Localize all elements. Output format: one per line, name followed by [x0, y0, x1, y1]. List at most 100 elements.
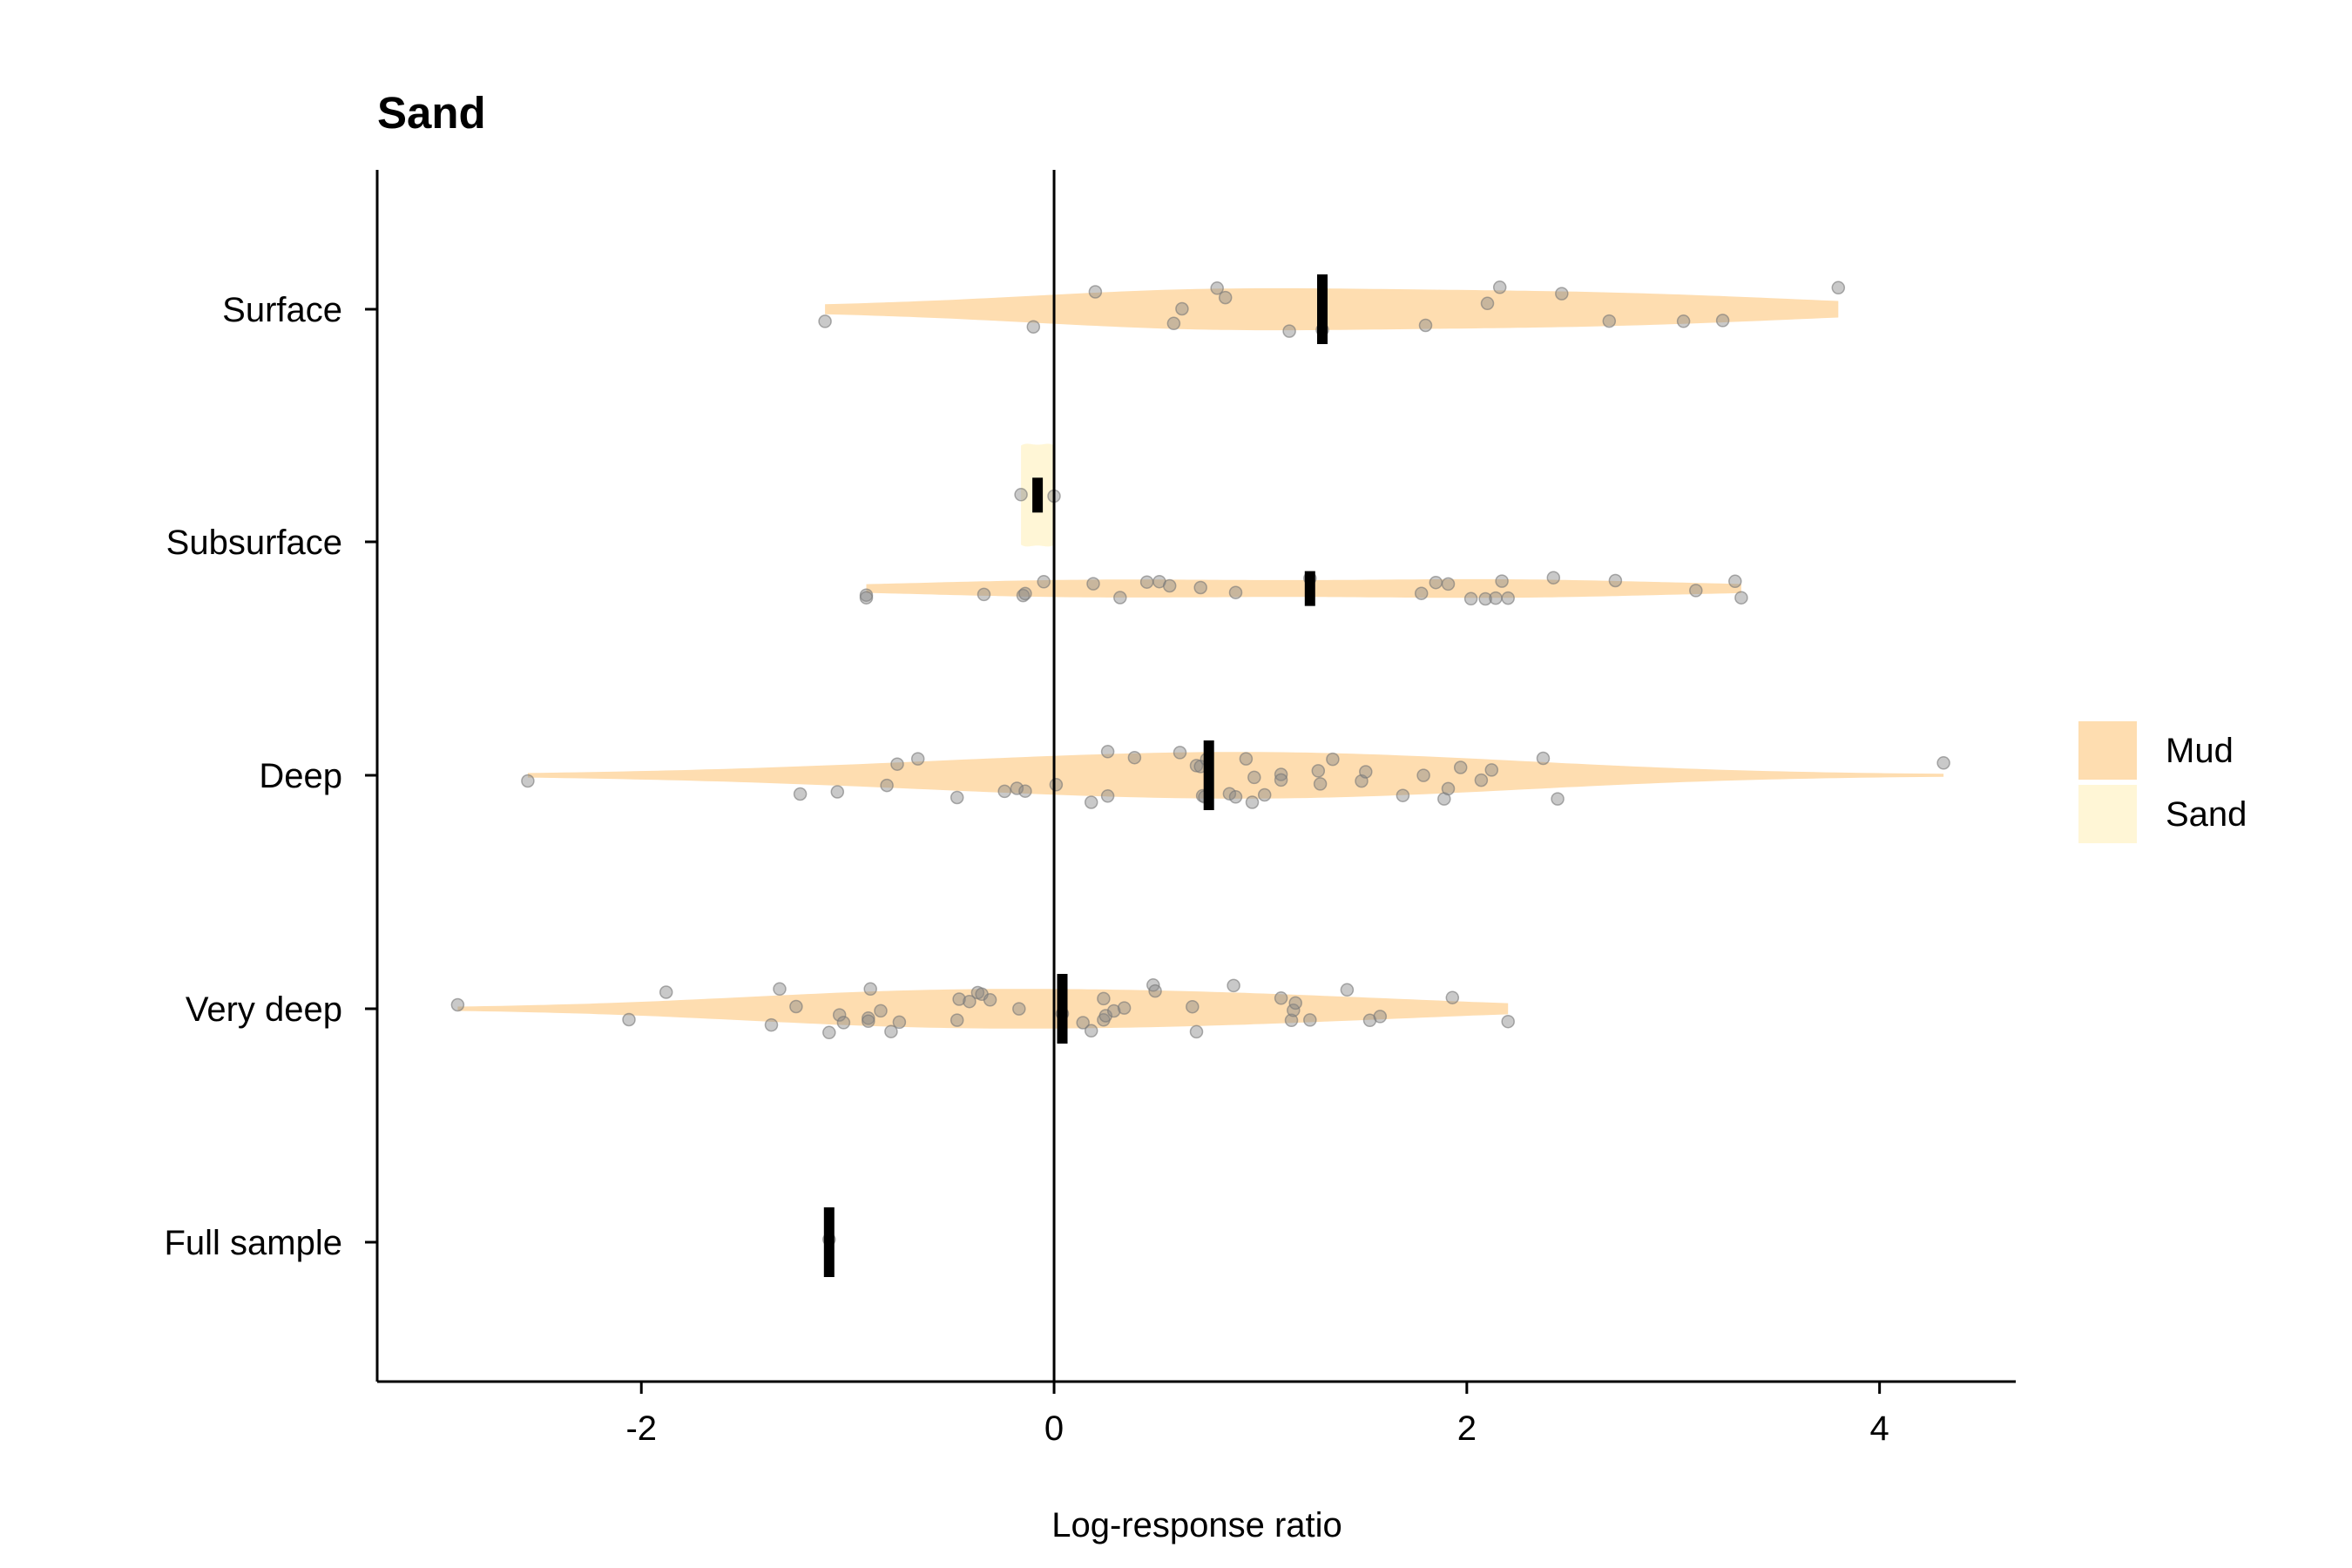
data-point — [952, 992, 966, 1006]
x-axis-label: Log-response ratio — [1051, 1506, 1342, 1544]
violin-deep-mud — [527, 752, 1944, 799]
data-point — [1441, 577, 1456, 591]
data-point — [1340, 983, 1355, 997]
data-point — [1106, 1004, 1121, 1018]
data-point — [880, 778, 894, 793]
data-point — [1222, 787, 1237, 801]
data-point — [1441, 781, 1456, 796]
data-point — [950, 790, 964, 805]
data-point — [1189, 1024, 1204, 1039]
data-point — [622, 1012, 636, 1027]
legend-swatch-sand — [2078, 785, 2137, 843]
x-tick-label: 0 — [1044, 1409, 1064, 1448]
data-point — [890, 757, 904, 771]
data-point — [1162, 578, 1177, 593]
data-point — [1536, 751, 1551, 766]
data-point — [1501, 591, 1515, 605]
data-point — [1239, 752, 1254, 766]
data-point — [1186, 999, 1200, 1014]
data-point — [1463, 591, 1478, 606]
data-point — [1274, 773, 1288, 787]
data-point — [832, 1008, 847, 1022]
data-point — [910, 752, 925, 766]
data-point — [1227, 978, 1240, 993]
data-point — [1173, 746, 1187, 760]
data-point — [830, 785, 845, 799]
data-point — [1088, 285, 1103, 299]
violin-subsurface-mud — [866, 578, 1741, 598]
data-point — [997, 784, 1011, 799]
data-point — [1010, 781, 1024, 795]
data-point — [1555, 287, 1569, 301]
data-point — [1734, 591, 1748, 605]
data-point — [789, 999, 803, 1014]
data-point — [822, 1025, 836, 1040]
data-point — [859, 591, 874, 605]
data-point — [1495, 574, 1509, 588]
violin-layer — [457, 287, 1944, 1029]
data-point — [1012, 1002, 1026, 1016]
data-point — [450, 997, 465, 1012]
data-point — [1098, 1009, 1113, 1023]
data-point — [1127, 750, 1142, 765]
data-point — [862, 1011, 875, 1025]
data-point — [1037, 575, 1051, 589]
data-point — [963, 994, 977, 1009]
data-point — [1359, 765, 1373, 779]
data-point — [1210, 281, 1224, 295]
legend-label-sand: Sand — [2166, 795, 2247, 834]
y-tick-label: Full sample — [164, 1224, 342, 1262]
data-point — [862, 1014, 875, 1029]
data-point — [1414, 586, 1429, 600]
y-tick-label: Deep — [259, 757, 342, 795]
data-point — [1228, 790, 1243, 804]
data-point — [1715, 314, 1730, 328]
data-point — [1097, 991, 1111, 1006]
data-point — [1274, 991, 1288, 1005]
data-point — [1546, 571, 1561, 585]
data-point — [1086, 577, 1100, 591]
data-point — [977, 587, 991, 602]
data-point — [793, 787, 808, 801]
data-point — [1288, 996, 1302, 1010]
data-point — [1139, 575, 1154, 589]
data-point — [659, 985, 673, 999]
data-point — [1218, 290, 1233, 305]
data-point — [1084, 795, 1098, 809]
data-point — [1148, 983, 1162, 998]
data-point — [1313, 777, 1328, 791]
data-point — [1453, 760, 1468, 774]
data-point — [1193, 580, 1207, 595]
data-point — [1492, 280, 1507, 294]
data-point — [1282, 324, 1296, 338]
data-point — [1489, 591, 1503, 605]
data-point — [1831, 280, 1846, 295]
data-point — [1373, 1010, 1388, 1024]
data-point — [1416, 768, 1430, 782]
data-point — [1303, 1013, 1317, 1027]
data-point — [983, 993, 997, 1007]
violin-very-deep-mud — [457, 989, 1509, 1029]
data-point — [1480, 296, 1495, 311]
data-point — [1551, 792, 1565, 806]
x-tick-label: 4 — [1870, 1409, 1889, 1448]
data-point — [764, 1017, 779, 1032]
data-point — [1018, 586, 1032, 601]
data-point — [1608, 573, 1623, 588]
data-point — [1445, 990, 1460, 1004]
chart-title: Sand — [377, 88, 486, 138]
data-point — [1478, 591, 1492, 606]
data-point — [950, 1013, 964, 1027]
data-point — [1049, 778, 1064, 792]
data-point — [1474, 773, 1489, 787]
data-point — [1501, 1014, 1515, 1029]
data-point — [1418, 318, 1433, 333]
x-tick-label: -2 — [625, 1409, 657, 1448]
y-tick-label: Subsurface — [166, 524, 342, 562]
data-point — [1311, 764, 1326, 778]
data-point — [863, 982, 877, 997]
data-point — [1936, 756, 1950, 770]
y-axis-ticks: Surface Subsurface Deep Very deep Full sampl… — [164, 291, 377, 1262]
data-point — [1100, 745, 1115, 759]
